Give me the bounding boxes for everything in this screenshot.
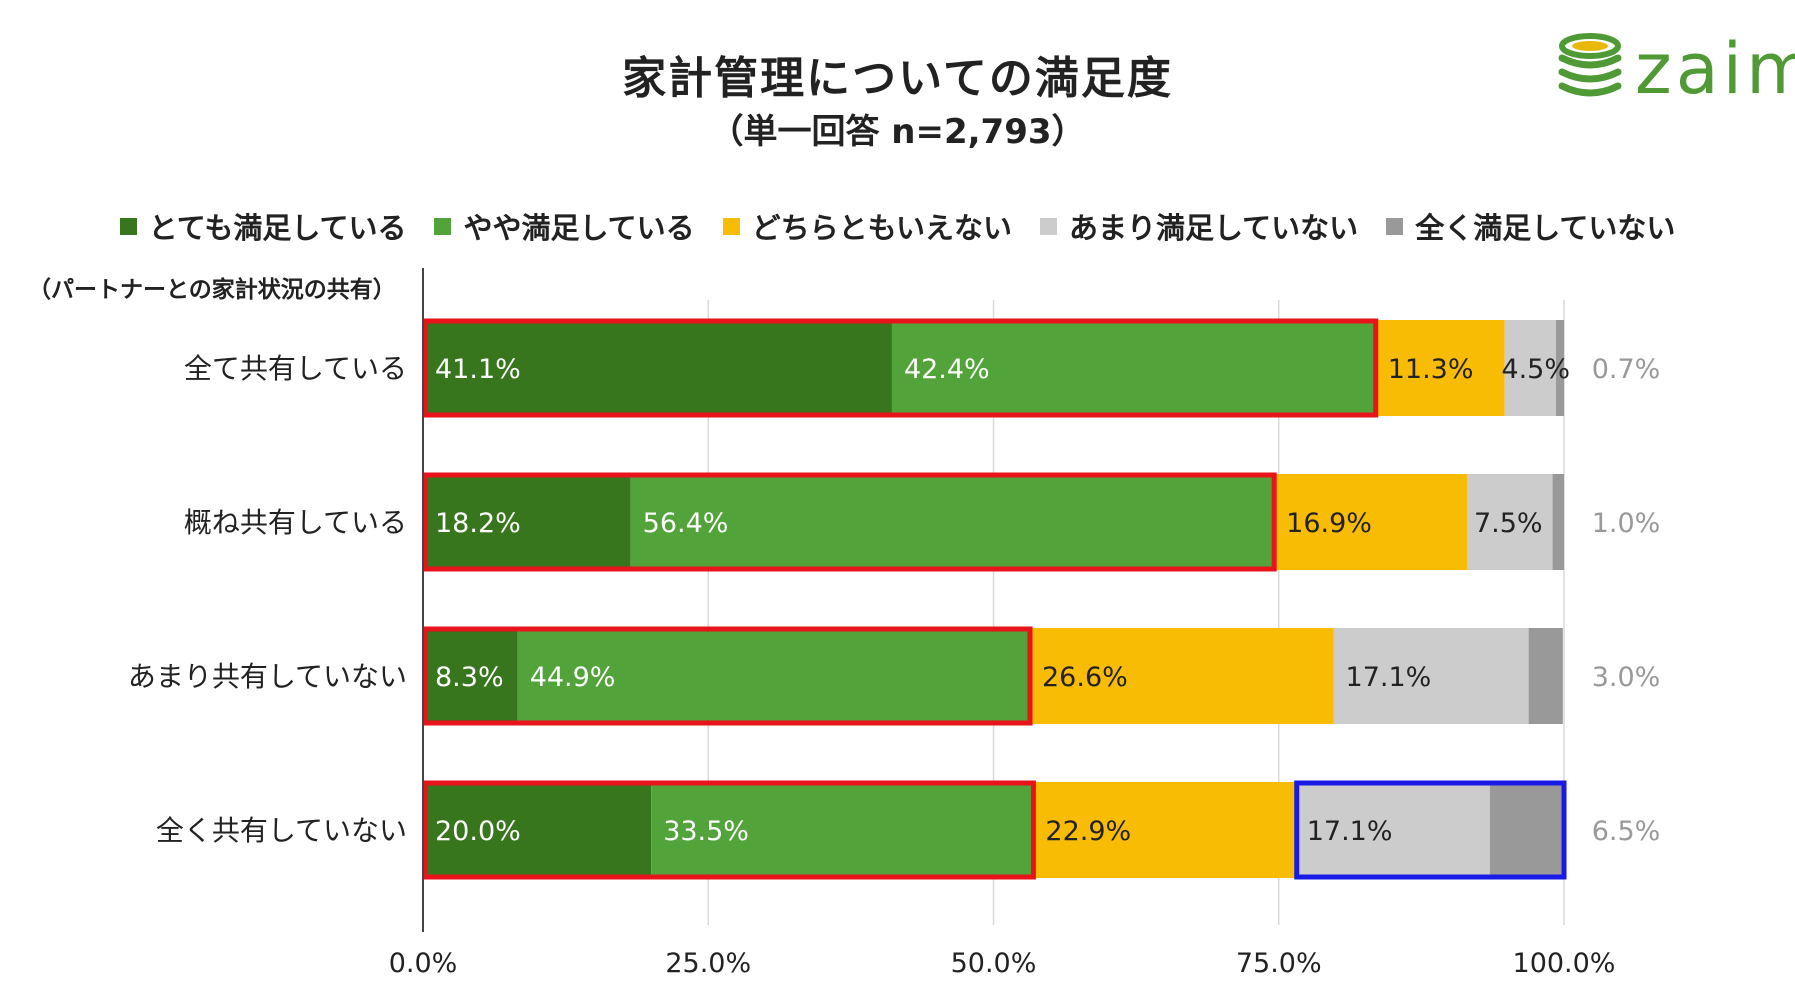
legend-item-not-at-all-satisfied: 全く満足していない (1386, 205, 1675, 247)
x-tick-label: 50.0% (951, 948, 1037, 979)
legend-swatch (1386, 217, 1404, 235)
data-label: 56.4% (643, 508, 729, 539)
legend-item-neutral: どちらともいえない (722, 205, 1013, 247)
bar-segment (651, 782, 1034, 878)
legend-label: あまり満足していない (1069, 211, 1359, 245)
legend-item-very-satisfied: とても満足している (119, 205, 407, 247)
data-label: 20.0% (435, 816, 521, 847)
data-label: 18.2% (435, 508, 521, 539)
legend-swatch (722, 217, 740, 235)
bar-segment (1528, 628, 1563, 724)
bar-segment (891, 320, 1376, 416)
highlight-box (422, 472, 1277, 572)
legend-item-not-very-satisfied: あまり満足していない (1040, 205, 1358, 247)
x-tick-label: 75.0% (1236, 948, 1322, 979)
bar-segment (423, 320, 892, 416)
data-label: 11.3% (1388, 354, 1474, 385)
bar-segment (423, 782, 652, 878)
bar-segment (1504, 320, 1557, 416)
data-label: 44.9% (530, 662, 616, 693)
bar-segment (1489, 782, 1564, 878)
bar-segment (1467, 474, 1553, 570)
highlight-box (422, 318, 1379, 418)
legend-label: 全く満足していない (1415, 211, 1676, 245)
y-axis-group-label: （パートナーとの家計状況の共有） (28, 277, 396, 303)
data-label: 1.0% (1592, 508, 1661, 539)
zaim-logo: zaim (1550, 28, 1795, 110)
category-label: 概ね共有している (184, 506, 407, 539)
data-label: 7.5% (1474, 508, 1543, 539)
x-tick-label: 0.0% (389, 948, 458, 979)
data-label: 4.5% (1501, 354, 1570, 385)
bar-segment (1033, 782, 1295, 878)
bar-segment (1333, 628, 1529, 724)
coin-stack-icon (1558, 33, 1622, 97)
legend-label: とても満足している (148, 211, 407, 245)
bar-segment (423, 474, 631, 570)
bar-segment (1030, 628, 1334, 724)
data-label: 0.7% (1592, 354, 1661, 385)
bar-segment (517, 628, 1031, 724)
logo-text: zaim (1635, 28, 1795, 110)
legend-swatch (119, 217, 137, 235)
highlight-box (422, 780, 1036, 880)
x-tick-label: 25.0% (665, 948, 751, 979)
data-label: 16.9% (1286, 508, 1372, 539)
data-label: 42.4% (904, 354, 990, 385)
highlight-box (422, 626, 1033, 726)
bar-segment (1552, 474, 1564, 570)
legend-label: どちらともいえない (751, 211, 1013, 245)
data-label: 33.5% (663, 816, 749, 847)
legend-item-somewhat-satisfied: やや満足している (434, 205, 695, 247)
legend-swatch (434, 217, 452, 235)
bar-segment (1274, 474, 1468, 570)
data-label: 17.1% (1307, 816, 1393, 847)
legend-label: やや満足している (463, 211, 695, 245)
x-tick-label: 100.0% (1513, 948, 1616, 979)
bar-segment (1556, 320, 1564, 416)
category-label: 全く共有していない (156, 814, 407, 847)
highlight-box (1294, 780, 1567, 880)
data-label: 22.9% (1045, 816, 1131, 847)
legend-swatch (1040, 217, 1058, 235)
data-label: 17.1% (1346, 662, 1432, 693)
data-label: 3.0% (1592, 662, 1661, 693)
chart-subtitle: （単一回答 n=2,793） (709, 112, 1086, 152)
data-label: 6.5% (1592, 816, 1661, 847)
bar-segment (630, 474, 1275, 570)
data-label: 41.1% (435, 354, 521, 385)
category-label: 全て共有している (184, 352, 407, 385)
chart-title: 家計管理についての満足度 (622, 53, 1173, 104)
data-label: 8.3% (435, 662, 504, 693)
bar-segment (1294, 782, 1490, 878)
legend: とても満足している やや満足している どちらともいえない あまり満足していない … (0, 205, 1795, 247)
bar-segment (423, 628, 518, 724)
data-label: 26.6% (1042, 662, 1128, 693)
category-label: あまり共有していない (128, 660, 407, 693)
bar-segment (1375, 320, 1505, 416)
